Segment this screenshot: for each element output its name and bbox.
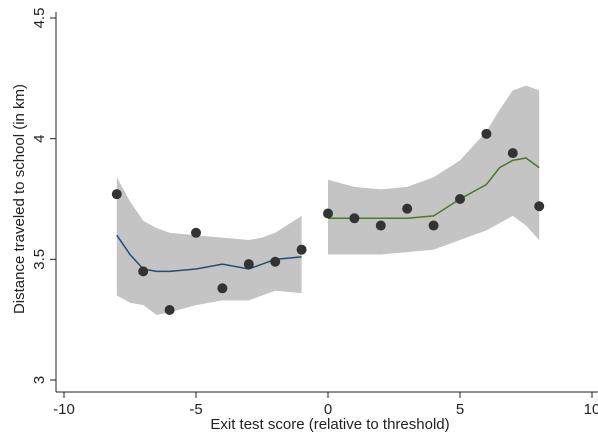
y-axis-label: Distance traveled to school (in km): [11, 84, 28, 314]
y-tick-label: 3.5: [31, 249, 48, 270]
x-tick-label: -5: [189, 401, 202, 418]
data-point: [111, 189, 122, 200]
data-point: [243, 259, 254, 270]
x-tick-label: 5: [456, 401, 464, 418]
data-point: [507, 148, 518, 159]
data-point: [164, 305, 175, 316]
data-point: [534, 201, 545, 212]
x-tick-label: -10: [53, 401, 75, 418]
data-point: [349, 213, 360, 224]
y-tick-label: 4.5: [31, 8, 48, 29]
confidence-band: [328, 85, 540, 255]
data-point: [428, 220, 439, 231]
data-point: [323, 208, 333, 219]
data-point: [138, 266, 149, 277]
x-tick-label: 10: [584, 401, 598, 418]
data-point: [402, 203, 413, 214]
y-tick-label: 4: [31, 134, 48, 142]
y-tick-label: 3: [31, 376, 48, 384]
data-point: [217, 283, 228, 294]
data-point: [375, 220, 386, 231]
data-point: [455, 194, 465, 204]
x-axis-label: Exit test score (relative to threshold): [210, 416, 449, 433]
x-tick-label: 0: [324, 401, 332, 418]
data-point: [296, 244, 307, 255]
confidence-band: [116, 177, 302, 315]
data-point: [481, 128, 492, 139]
fit-line: [116, 234, 302, 273]
data-point: [270, 256, 281, 267]
data-point: [191, 227, 201, 238]
